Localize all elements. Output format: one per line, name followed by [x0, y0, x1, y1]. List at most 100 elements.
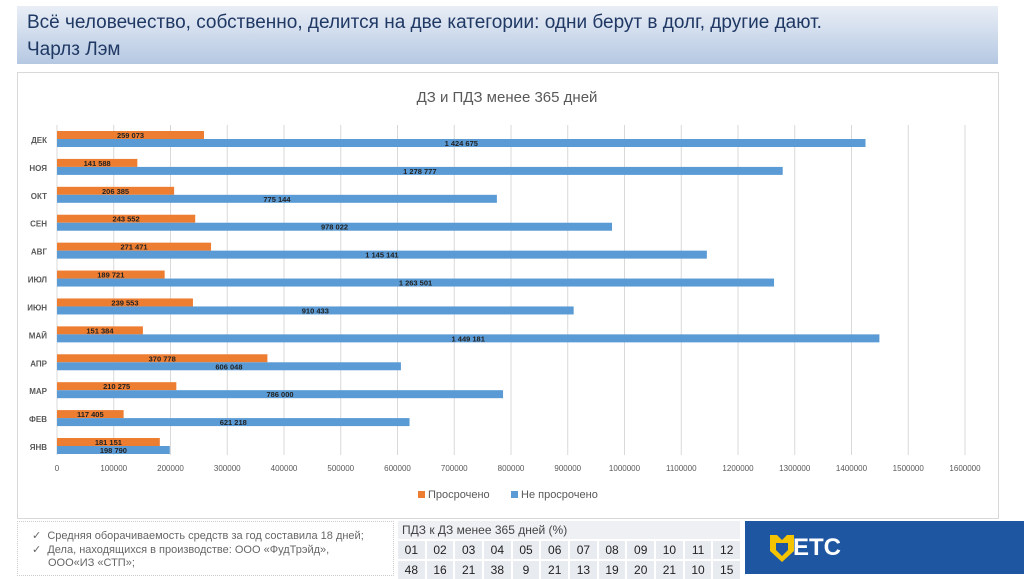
data-label: 978 022 — [321, 223, 348, 232]
bar-overdue — [57, 186, 175, 195]
table-month-cell: 01 — [398, 541, 425, 559]
y-category-label: АВГ — [31, 248, 48, 257]
table-month-cell: 11 — [684, 541, 712, 559]
table-value-cell: 21 — [455, 561, 483, 579]
overdue-ratio-table: ПДЗ к ДЗ менее 365 дней (%) 01 02 03 04 05 06… — [398, 521, 741, 579]
legend-swatch — [418, 491, 425, 498]
bar-not-overdue — [57, 250, 707, 259]
y-category-label: ФЕВ — [29, 415, 47, 424]
data-label: 239 553 — [111, 298, 138, 307]
bar-not-overdue — [57, 222, 613, 231]
quote-author: Чарлз Лэм — [27, 39, 121, 60]
data-label: 206 385 — [102, 187, 129, 196]
data-label: 271 471 — [120, 243, 147, 252]
bar-overdue — [57, 438, 160, 446]
bar-not-overdue — [57, 334, 880, 343]
data-label: 621 218 — [220, 418, 247, 427]
table-value-cell: 16 — [426, 561, 454, 579]
data-label: 1 278 777 — [403, 167, 436, 176]
bar-not-overdue — [57, 418, 410, 427]
data-label: 370 778 — [149, 354, 176, 363]
table-month-cell: 12 — [713, 541, 741, 559]
data-label: 210 275 — [103, 382, 130, 391]
bar-overdue — [57, 131, 205, 139]
bar-not-overdue — [57, 446, 170, 454]
bar-not-overdue — [57, 139, 866, 147]
bar-overdue — [57, 354, 268, 363]
shield-icon — [770, 535, 794, 562]
y-category-label: МАЙ — [29, 331, 47, 340]
y-category-label: ОКТ — [31, 192, 47, 201]
y-category-label: ДЕК — [31, 136, 47, 145]
x-tick-label: 1100000 — [666, 464, 697, 473]
data-label: 775 144 — [263, 195, 291, 204]
table-month-cell: 05 — [512, 541, 540, 559]
x-tick-label: 200000 — [157, 464, 184, 473]
x-tick-label: 1200000 — [722, 464, 754, 473]
logo-text: ETC — [793, 534, 841, 561]
bar-overdue — [57, 382, 177, 391]
data-label: 1 449 181 — [452, 334, 485, 343]
bar-not-overdue — [57, 390, 504, 399]
x-tick-label: 600000 — [384, 464, 411, 473]
data-label: 198 790 — [100, 446, 127, 455]
table-row-months: 01 02 03 04 05 06 07 08 09 10 11 12 — [398, 541, 741, 559]
bar-not-overdue — [57, 194, 497, 203]
data-label: 259 073 — [117, 131, 144, 140]
data-label: 181 151 — [95, 438, 122, 447]
x-tick-label: 1400000 — [836, 464, 868, 473]
x-tick-label: 1500000 — [893, 464, 925, 473]
table-month-cell: 06 — [541, 541, 569, 559]
x-tick-label: 500000 — [327, 464, 354, 473]
bar-not-overdue — [57, 306, 574, 315]
bar-overdue — [57, 410, 124, 419]
data-label: 189 721 — [97, 271, 124, 280]
quote-header: Всё человечество, собственно, делится на… — [17, 6, 998, 64]
bar-overdue — [57, 270, 165, 279]
x-tick-label: 100000 — [100, 464, 127, 473]
table-month-cell: 09 — [627, 541, 655, 559]
x-tick-label: 1600000 — [949, 464, 981, 473]
bar-overdue — [57, 158, 138, 167]
data-label: 243 552 — [113, 215, 140, 224]
bar-overdue — [57, 298, 193, 307]
x-tick-label: 300000 — [214, 464, 241, 473]
table-value-cell: 19 — [598, 561, 626, 579]
table-value-cell: 21 — [541, 561, 569, 579]
x-tick-label: 800000 — [498, 464, 525, 473]
bar-overdue — [57, 326, 143, 335]
bar-overdue — [57, 214, 196, 223]
bar-overdue — [57, 242, 212, 251]
check-icon: ✓ — [32, 530, 42, 542]
table-value-cell: 10 — [684, 561, 712, 579]
y-category-label: НОЯ — [29, 164, 47, 173]
y-category-label: АПР — [30, 359, 47, 368]
y-category-label: МАР — [29, 387, 47, 396]
data-label: 1 263 501 — [399, 279, 432, 288]
check-icon: ✓ — [32, 544, 42, 556]
table-month-cell: 02 — [426, 541, 454, 559]
x-tick-label: 700000 — [441, 464, 468, 473]
notes: ✓ Средняя оборачиваемость средств за год… — [17, 521, 394, 576]
logo: ETC — [745, 521, 1024, 574]
y-category-label: ИЮЛ — [28, 276, 48, 285]
note: Средняя оборачиваемость средств за год с… — [47, 530, 364, 542]
table-row-values: 48 16 21 38 9 21 13 19 20 21 10 15 — [398, 561, 741, 579]
table-month-cell: 03 — [455, 541, 483, 559]
table-month-cell: 04 — [484, 541, 511, 559]
note: Дела, находящихся в производстве: ООО «Ф… — [47, 544, 330, 556]
y-category-label: ЯНВ — [30, 443, 48, 452]
x-tick-label: 400000 — [271, 464, 298, 473]
legend-label: Не просрочено — [521, 489, 598, 501]
data-label: 1 424 675 — [445, 139, 478, 148]
x-tick-label: 0 — [55, 464, 60, 473]
x-tick-label: 900000 — [554, 464, 581, 473]
data-label: 910 433 — [302, 306, 329, 315]
data-label: 786 000 — [266, 390, 293, 399]
chart-title: ДЗ и ПДЗ менее 365 дней — [417, 89, 598, 106]
bar-not-overdue — [57, 362, 401, 371]
quote-line: Всё человечество, собственно, делится на… — [27, 12, 822, 33]
note: ООО«ИЗ «СТП»; — [48, 557, 135, 569]
bar-not-overdue — [57, 166, 783, 175]
